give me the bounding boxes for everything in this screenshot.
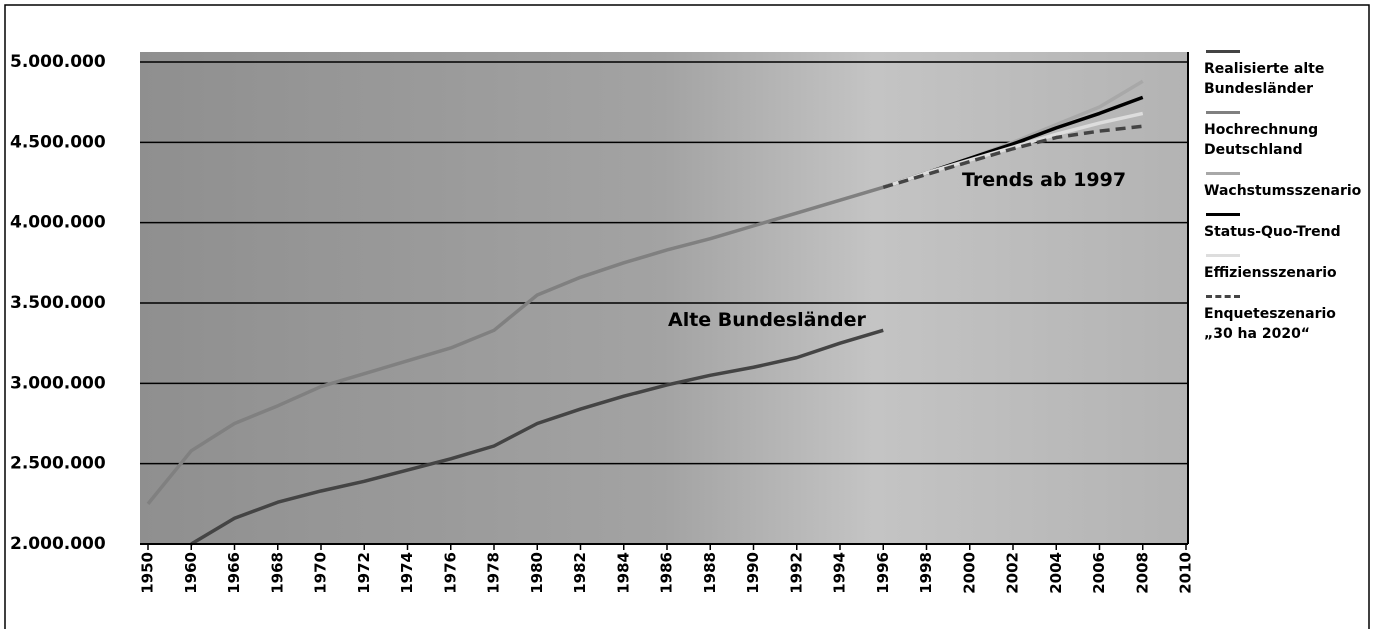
legend-label: Enqueteszenario „30 ha 2020“ [1204,306,1336,342]
series-line [882,124,1143,189]
x-tick-label: 1978 [485,552,503,594]
annotation: Trends ab 1997 [962,169,1126,191]
legend-label: Effiziensszenario [1204,265,1337,281]
x-tick-label: 1968 [268,552,286,594]
legend-label: Realisierte alte Bundesländer [1204,61,1325,97]
y-tick-label: 4.000.000 [10,213,106,233]
x-tick-label: 1972 [355,552,373,594]
series-line [146,185,884,505]
x-tick-label: 2004 [1047,552,1065,594]
x-tick-label: 2010 [1177,552,1195,594]
x-tick-label: 1960 [182,552,200,594]
x-tick-label: 1992 [787,552,805,594]
x-tick-label: 1974 [398,552,416,594]
legend-swatch [1206,111,1240,114]
legend-swatch [1206,213,1240,216]
y-tick-label: 3.500.000 [10,293,106,313]
series-line [190,328,884,546]
x-tick-label: 1976 [441,552,459,594]
x-tick-label: 1998 [917,552,935,594]
legend-item: Enqueteszenario „30 ha 2020“ [1204,295,1369,344]
x-tick-label: 1988 [701,552,719,594]
y-tick-label: 4.500.000 [10,132,106,152]
y-tick-label: 3.000.000 [10,373,106,393]
legend: Realisierte alte Bundesländer Hochrechnun… [1204,50,1369,356]
x-tick-label: 1984 [614,552,632,594]
x-tick-label: 2006 [1090,552,1108,594]
x-tick-label: 2008 [1133,552,1151,594]
y-tick-label: 2.000.000 [10,534,106,554]
x-tick-label: 1990 [744,552,762,594]
x-tick-label: 1966 [225,552,243,594]
x-tick-label: 2002 [1004,552,1022,594]
legend-swatch [1206,295,1240,298]
plot-background [140,52,1188,544]
x-tick-label: 2000 [960,552,978,594]
y-tick-label: 5.000.000 [10,52,106,72]
legend-item: Hochrechnung Deutschland [1204,111,1369,160]
y-tick-label: 2.500.000 [10,454,106,474]
legend-item: Effiziensszenario [1204,254,1369,283]
legend-swatch [1206,254,1240,257]
x-tick-label: 1982 [571,552,589,594]
x-tick-label: 1986 [658,552,676,594]
frame [4,4,1370,629]
x-tick-label: 1996 [874,552,892,594]
x-tick-label: 1970 [312,552,330,594]
legend-swatch [1206,172,1240,175]
legend-label: Wachstumsszenario [1204,183,1362,199]
x-tick-label: 1994 [831,552,849,594]
annotation: Alte Bundesländer [668,309,866,331]
legend-item: Wachstumsszenario [1204,172,1369,201]
x-tick-label: 1980 [528,552,546,594]
legend-label: Status-Quo-Trend [1204,224,1341,240]
x-tick-label: 1950 [139,552,157,594]
legend-label: Hochrechnung Deutschland [1204,122,1319,158]
legend-item: Realisierte alte Bundesländer [1204,50,1369,99]
legend-item: Status-Quo-Trend [1204,213,1369,242]
legend-swatch [1206,50,1240,53]
